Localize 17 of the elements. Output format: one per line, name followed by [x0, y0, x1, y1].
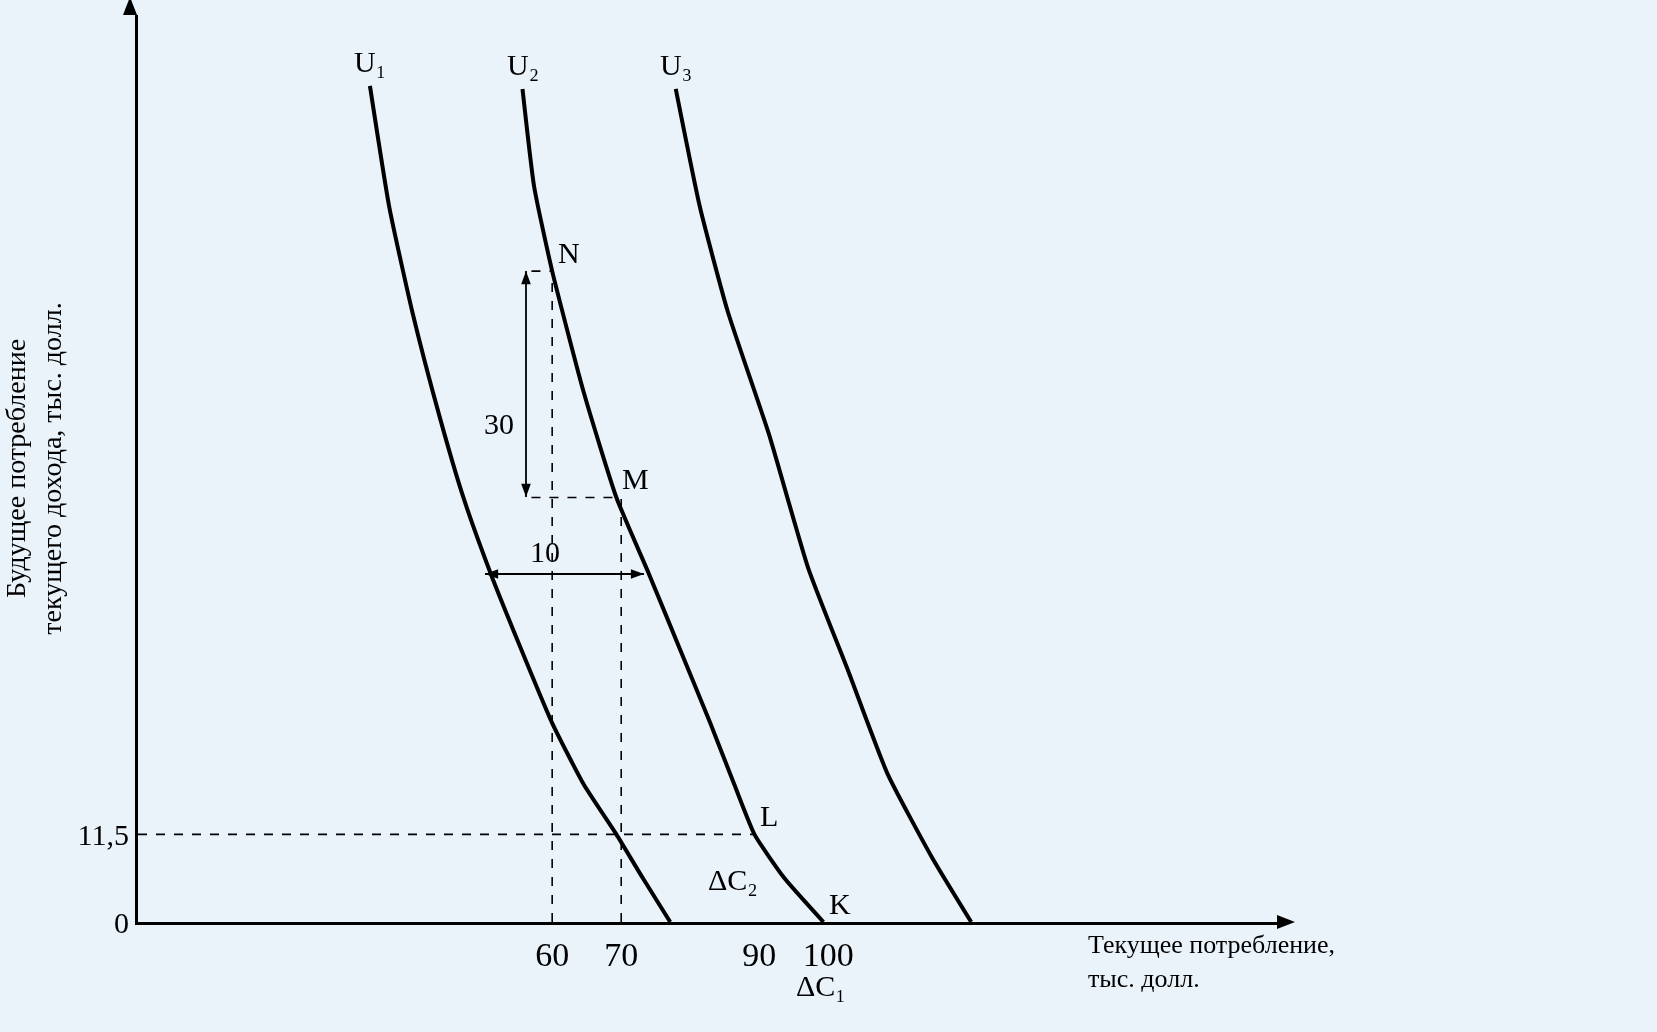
x-tick-label: 60 [535, 935, 570, 973]
y-axis-title: Будущее потребление текущего дохода, тыс. долл. [0, 302, 68, 635]
annotation: 10 [530, 535, 560, 568]
series-label: U₁ [354, 45, 387, 78]
x-tick-label: 90 [742, 935, 777, 973]
annotation: N [558, 236, 580, 269]
x-tick-label: 70 [604, 935, 639, 973]
series-label: U₂ [507, 48, 540, 81]
annotation: 30 [484, 407, 514, 440]
series-label: U₃ [660, 48, 693, 81]
x-axis-title: Текущее потребление, тыс. долл. [1088, 930, 1336, 993]
annotation: L [760, 799, 779, 832]
y-tick-label: 11,5 [77, 817, 129, 851]
annotation: ΔC₂ [708, 863, 758, 896]
annotation: K [829, 887, 851, 920]
annotation: M [622, 462, 649, 495]
y-tick-label: 0 [114, 905, 129, 939]
